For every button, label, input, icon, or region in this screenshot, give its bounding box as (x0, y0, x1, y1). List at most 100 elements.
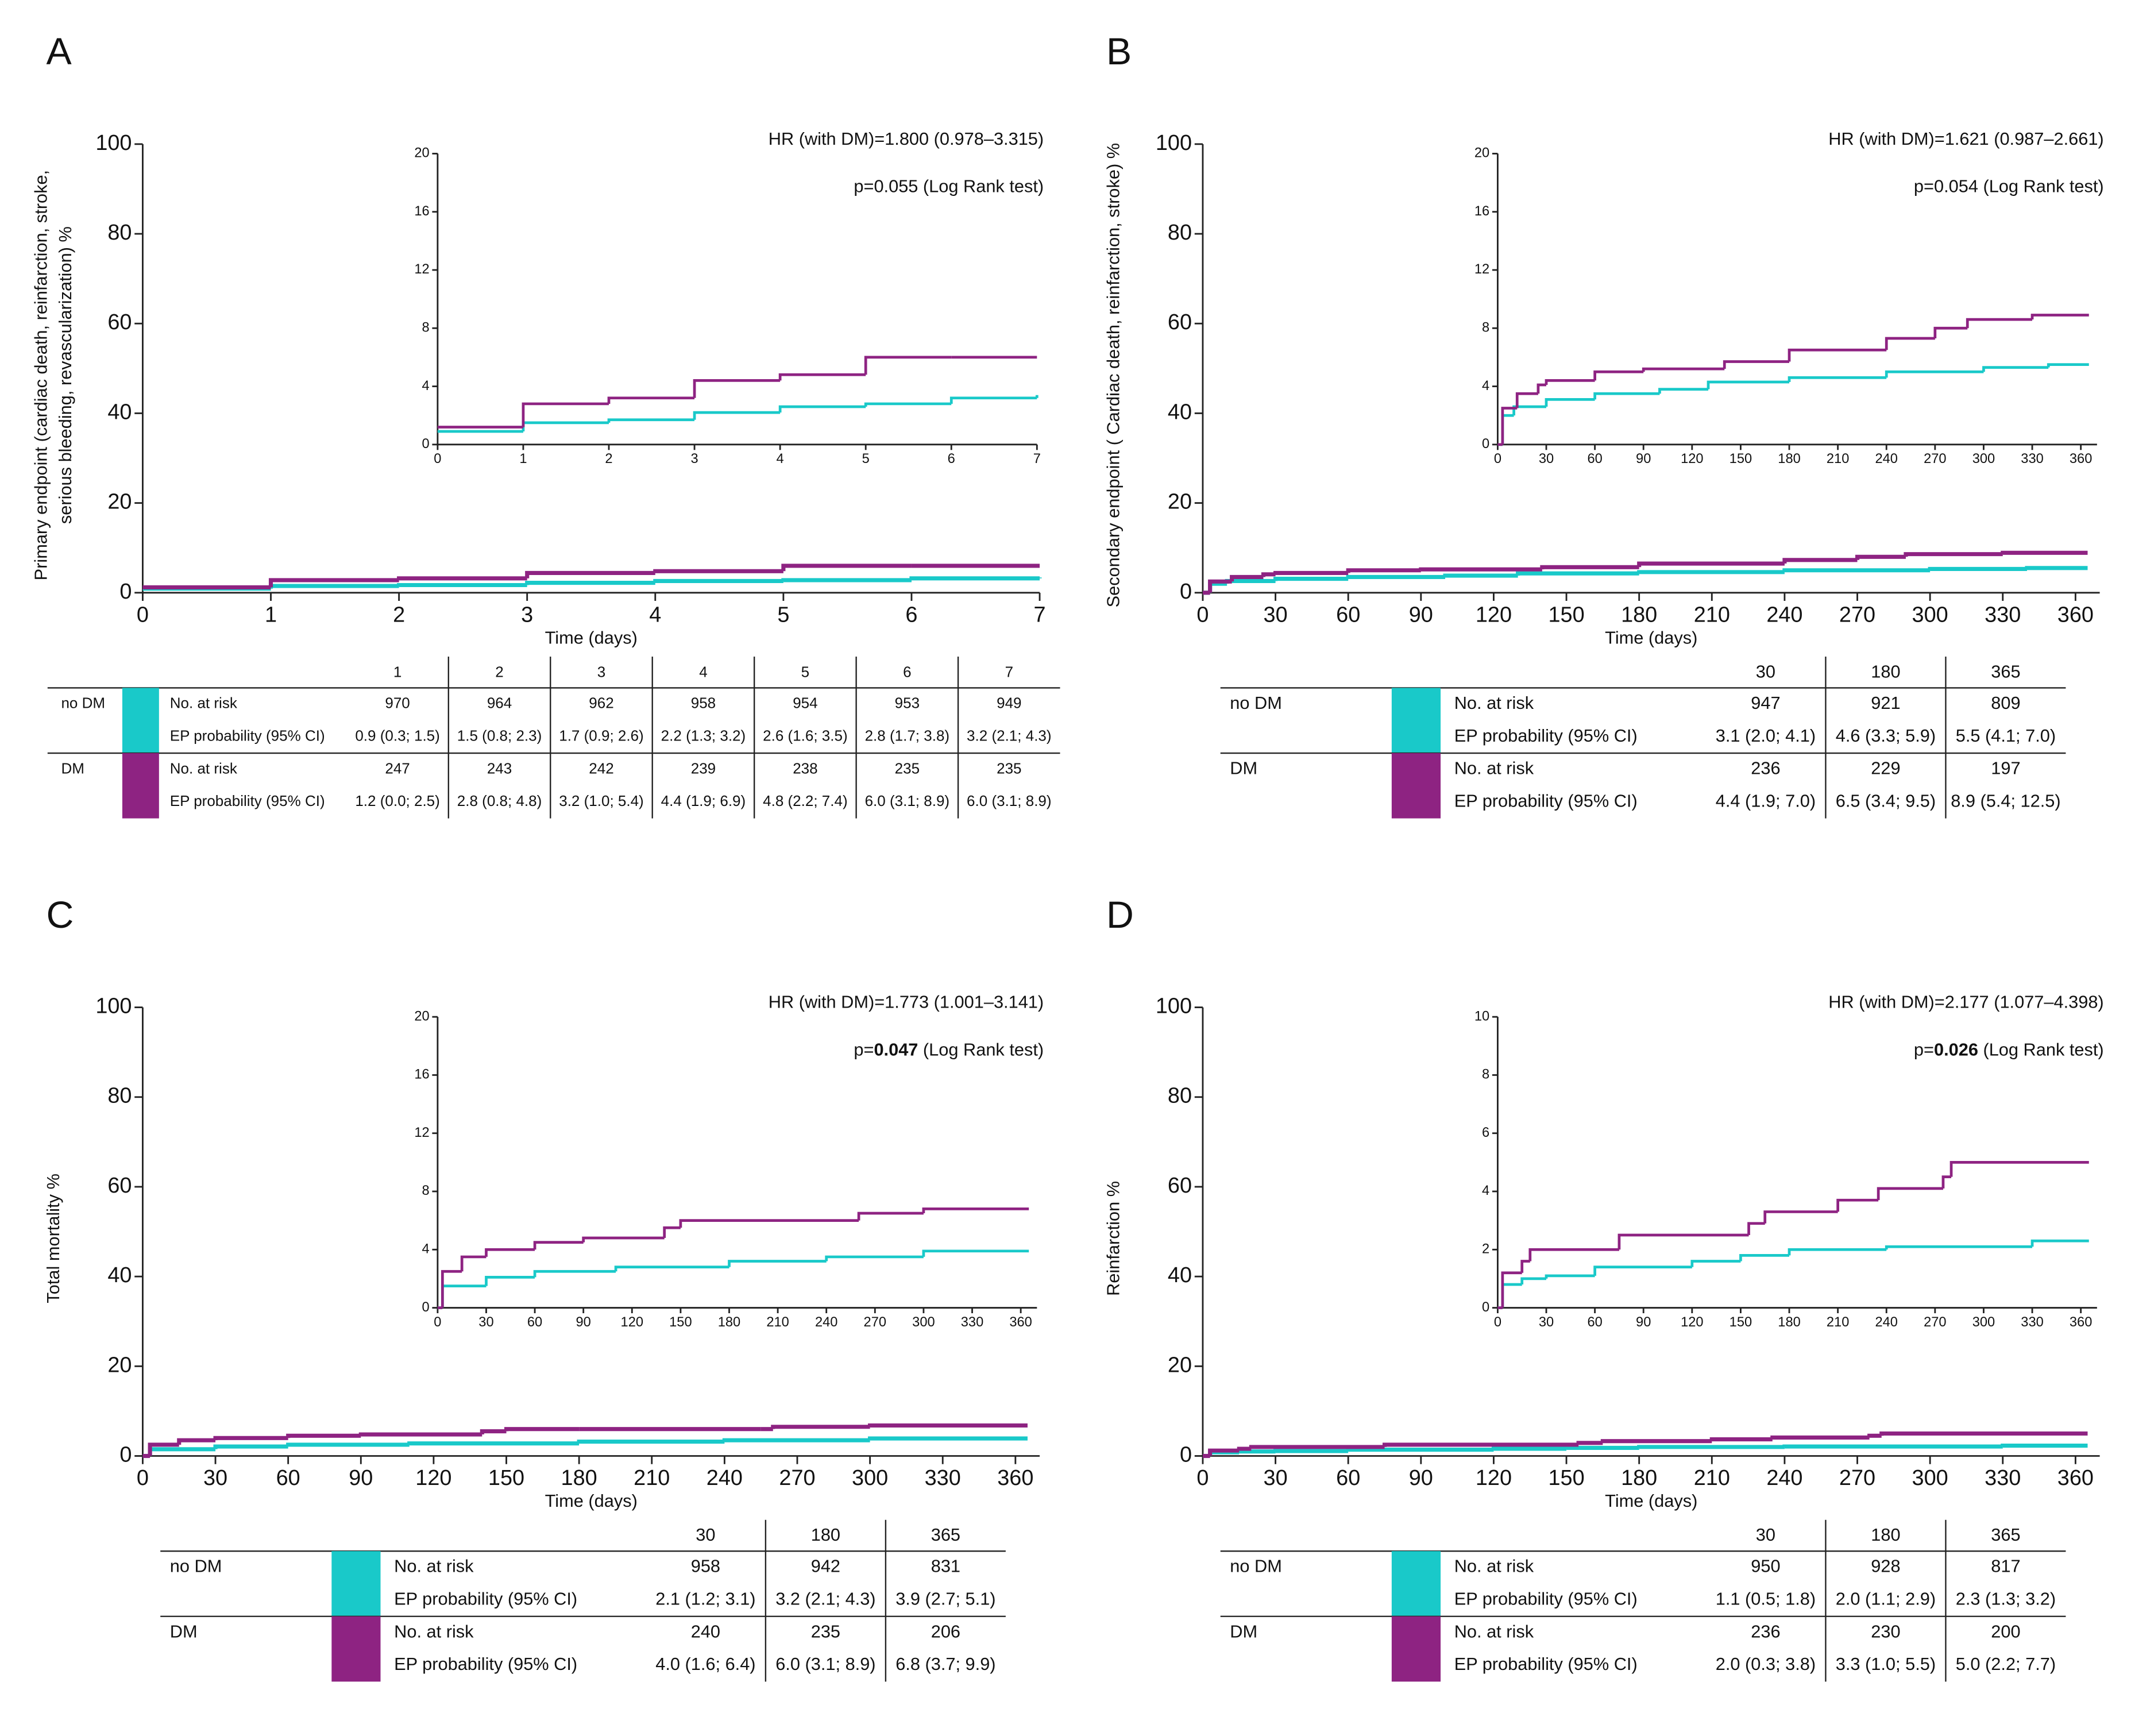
y-tick-label: 16 (1474, 204, 1489, 219)
curve-step (1949, 1160, 2089, 1177)
table-cell: 809 (1991, 693, 2020, 713)
curve-step (1261, 572, 1276, 577)
table-column-header: 180 (1871, 662, 1900, 682)
curve-step (1593, 370, 1644, 381)
x-tick-label: 330 (2021, 452, 2043, 466)
curve-step (533, 1270, 616, 1278)
y-tick-label: 0 (1482, 437, 1489, 452)
curve-step (1346, 1448, 1494, 1452)
y-tick-label: 100 (1156, 131, 1192, 155)
table-cell: 235 (811, 1621, 840, 1641)
table-cell: 4.0 (1.6; 6.4) (655, 1654, 755, 1674)
y-tick-label: 12 (1474, 262, 1489, 277)
y-tick-label: 12 (414, 262, 429, 277)
curve-step (1237, 1446, 1252, 1451)
curve-step (533, 1241, 584, 1250)
table-cell: 200 (1991, 1621, 2020, 1641)
curve-step (1782, 558, 1858, 564)
curve-step (1885, 337, 1935, 350)
curve-step (1501, 1283, 1522, 1308)
x-tick-label: 90 (1636, 452, 1651, 466)
y-tick-label: 40 (107, 1263, 132, 1287)
table-column-header: 2 (495, 663, 503, 680)
y-tick-label: 4 (422, 1242, 430, 1257)
curve-step (485, 1276, 535, 1286)
y-tick-label: 16 (414, 204, 429, 219)
x-tick-label: 330 (925, 1466, 961, 1490)
x-tick-label: 0 (1494, 452, 1501, 466)
y-tick-label: 0 (1180, 580, 1192, 604)
table-cell: 236 (1751, 758, 1780, 778)
table-row-label: EP probability (95% CI) (1454, 726, 1638, 746)
curve-step (1966, 318, 2033, 329)
curve-step (2030, 314, 2089, 320)
table-cell: 3.1 (2.0; 4.1) (1716, 726, 1816, 746)
table-group-name: no DM (61, 695, 105, 712)
y-tick-label: 20 (107, 490, 132, 514)
curve-step (1782, 1444, 2003, 1449)
table-row-label: EP probability (95% CI) (1454, 1654, 1638, 1674)
group-color-swatch (331, 1616, 381, 1682)
y-tick-label: 60 (107, 310, 132, 334)
table-cell: 2.2 (1.3; 3.2) (661, 727, 746, 744)
table-cell: 4.4 (1.9; 6.9) (661, 792, 746, 809)
curve-step (525, 570, 655, 578)
curve-step (1208, 581, 1227, 593)
x-tick-label: 360 (2070, 1315, 2092, 1330)
curve-step (1904, 552, 2003, 557)
curve-step (577, 1439, 725, 1444)
x-tick-label: 90 (576, 1315, 591, 1330)
y-tick-label: 20 (1168, 490, 1192, 514)
panel-label: A (46, 30, 72, 73)
table-cell: 5.5 (4.1; 7.0) (1956, 726, 2056, 746)
table-cell: 947 (1751, 693, 1780, 713)
curve-step (1515, 392, 1538, 408)
y-tick-label: 8 (1482, 1067, 1489, 1082)
x-tick-label: 270 (779, 1466, 815, 1490)
curve-step (1867, 1433, 1882, 1438)
group-color-swatch (122, 688, 159, 754)
curve-step (1501, 414, 1514, 445)
curve-step (864, 356, 952, 375)
x-tick-label: 0 (1494, 1315, 1501, 1330)
table-cell: 3.2 (2.1; 4.3) (967, 727, 1052, 744)
x-tick-label: 2 (393, 603, 405, 627)
x-tick-label: 240 (707, 1466, 743, 1490)
p-value: p=0.047 (Log Rank test) (854, 1039, 1044, 1059)
table-group-name: DM (61, 759, 84, 777)
table-column-header: 1 (393, 663, 402, 680)
curve-step (778, 373, 866, 381)
y-tick-label: 0 (1180, 1443, 1192, 1467)
curve-step (1982, 366, 2049, 372)
x-tick-label: 3 (521, 603, 533, 627)
table-cell: 243 (487, 759, 512, 777)
x-tick-label: 150 (1548, 1466, 1584, 1490)
table-cell: 921 (1871, 693, 1900, 713)
table-row-label: EP probability (95% CI) (170, 727, 325, 744)
panel-label: C (46, 894, 74, 936)
group-color-swatch (122, 753, 159, 819)
x-tick-label: 90 (1409, 603, 1433, 627)
x-tick-label: 270 (1924, 1315, 1946, 1330)
table-column-header: 180 (811, 1525, 840, 1545)
panel-label: D (1106, 894, 1134, 936)
curve-step (1933, 326, 1968, 338)
curve-step (1593, 1266, 1692, 1276)
x-tick-label: 0 (434, 452, 441, 466)
curve-step (653, 578, 783, 584)
x-tick-label: 3 (690, 452, 698, 466)
y-tick-label: 60 (107, 1174, 132, 1198)
p-value-part: (Log Rank test) (918, 1039, 1044, 1059)
p-value-part: (Log Rank test) (918, 176, 1044, 196)
curve-step (460, 1255, 487, 1272)
curve-step (868, 1423, 1028, 1428)
table-row-label: No. at risk (1454, 1556, 1534, 1576)
x-tick-label: 360 (2057, 1466, 2094, 1490)
curve-step (1545, 379, 1595, 385)
p-value-part: 0.054 (1934, 176, 1978, 196)
table-cell: 247 (385, 759, 410, 777)
table-cell: 950 (1751, 1556, 1780, 1576)
table-cell: 949 (997, 695, 1021, 712)
